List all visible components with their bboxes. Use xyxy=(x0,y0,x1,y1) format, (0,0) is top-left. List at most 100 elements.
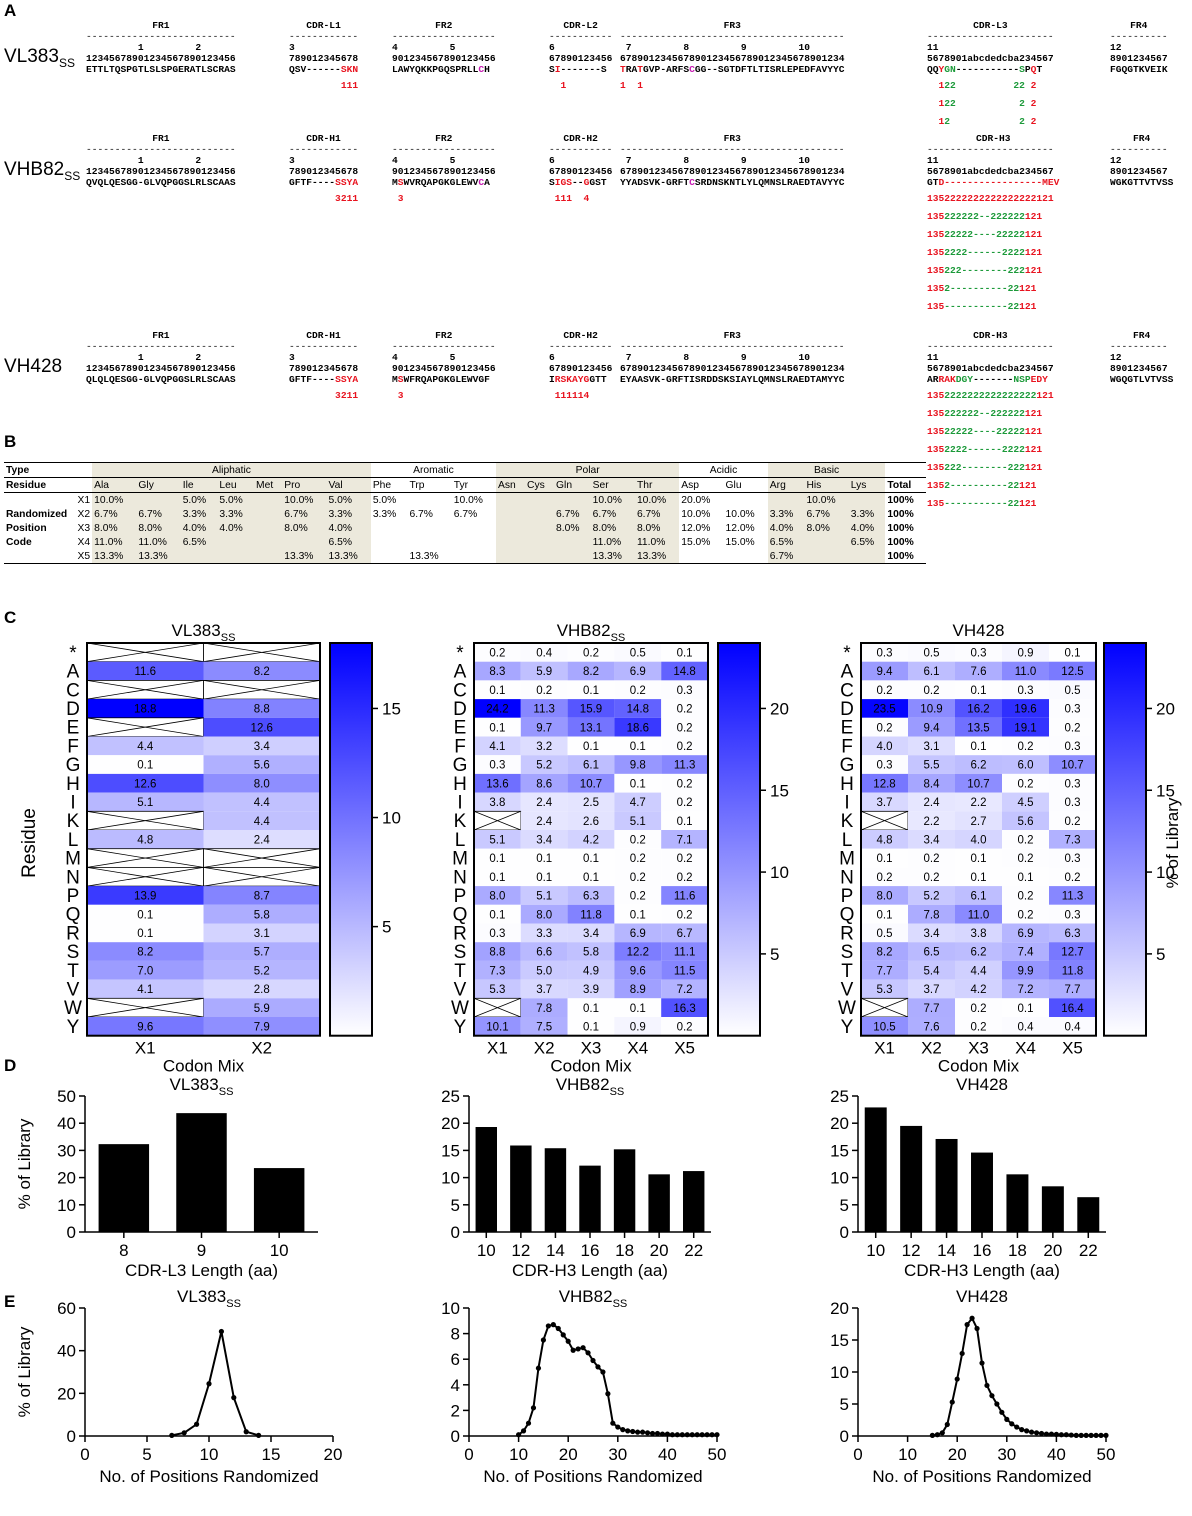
heatmap-cell-value: 0.1 xyxy=(1018,1003,1034,1015)
heatmap-cell-value: 5.3 xyxy=(489,984,505,996)
heatmap-cell-value: 3.8 xyxy=(971,928,987,940)
heatmap-cross xyxy=(203,867,321,887)
residue-label-r: R xyxy=(66,923,80,944)
colorbar-tick-label: 15 xyxy=(382,699,401,718)
heatmap-cell-value: 18.6 xyxy=(627,722,649,734)
region-label: FR1 xyxy=(152,133,170,144)
x-tick-label: 22 xyxy=(684,1241,703,1260)
heatmap-cell-value: 7.8 xyxy=(924,909,940,921)
heatmap-cell-value: 0.2 xyxy=(677,704,693,716)
heatmap-cell-value: 2.4 xyxy=(536,816,553,828)
colorbar xyxy=(329,642,373,1037)
heatmap-cell xyxy=(955,643,1002,662)
codon-mix-label: X2 xyxy=(251,1039,272,1058)
residue-label-y: Y xyxy=(841,1017,854,1038)
heatmap-cell-value: 12.2 xyxy=(627,947,649,959)
data-point xyxy=(1019,1427,1025,1433)
heatmap-cell-value: 8.2 xyxy=(137,947,153,959)
colorbar xyxy=(717,642,761,1037)
heatmap-cell-value: 8.8 xyxy=(489,947,505,959)
heatmap-cell-value: 8.0 xyxy=(254,778,270,790)
x-tick-label: 30 xyxy=(997,1445,1016,1464)
heatmap-empty-cell xyxy=(86,848,204,868)
codon-mix-table: Type Aliphatic Aromatic Polar Acidic Basic Res… xyxy=(4,462,926,564)
residue-label-l: L xyxy=(455,830,466,851)
heatmap-cell-value: 8.0 xyxy=(536,909,552,921)
heatmap-cell xyxy=(1049,755,1096,774)
data-point xyxy=(1029,1429,1035,1435)
heatmap-cell xyxy=(567,736,615,756)
data-point xyxy=(684,1432,690,1438)
data-point xyxy=(1078,1432,1084,1438)
heatmap-cell-value: 5.3 xyxy=(877,984,893,996)
heatmap-cell-value: 0.3 xyxy=(1065,909,1081,921)
data-point xyxy=(640,1429,646,1435)
heatmap-cell xyxy=(87,699,204,718)
residue-label-l: L xyxy=(68,830,79,851)
heatmap-cell xyxy=(861,923,908,943)
sequence-residues: QVQLQESGG-GLVQPGGSLRLSCAAS xyxy=(86,177,236,188)
heatmap-cell xyxy=(474,643,521,662)
heatmap-cell xyxy=(955,904,1002,924)
heatmap-cell xyxy=(1002,998,1049,1017)
heatmap-cell xyxy=(520,904,568,924)
heatmap-cell xyxy=(567,998,615,1017)
heatmap-cell xyxy=(661,904,708,924)
heatmap-cell-value: 6.1 xyxy=(924,666,940,678)
heatmap-cell-value: 0.2 xyxy=(630,834,646,846)
data-point xyxy=(625,1428,631,1434)
residue-label-k: K xyxy=(841,811,854,832)
heatmap-cell-value: 0.2 xyxy=(677,909,693,921)
colorbar-tick-label: 5 xyxy=(770,945,779,964)
heatmap-cell-value: 9.9 xyxy=(1018,965,1034,977)
heatmap-cell xyxy=(474,923,521,943)
heatmap-cell xyxy=(1049,942,1096,961)
heatmap-cell xyxy=(203,699,320,718)
heatmap-cell xyxy=(203,960,320,980)
data-point xyxy=(944,1421,950,1428)
heatmap-cell-value: 8.0 xyxy=(877,891,893,903)
data-point xyxy=(659,1431,666,1437)
heatmap-cell-value: 0.3 xyxy=(1018,685,1034,697)
heatmap-cell xyxy=(87,886,204,905)
heatmap-cell-value: 0.3 xyxy=(1065,797,1081,809)
data-point xyxy=(550,1322,556,1328)
data-point xyxy=(989,1393,995,1399)
heatmap-cell-value: 5.1 xyxy=(137,797,153,809)
y-tick-label: 0 xyxy=(67,1427,76,1446)
heatmap-cell-value: 3.4 xyxy=(254,741,271,753)
heatmap-cell xyxy=(1002,830,1049,849)
y-tick-label: 10 xyxy=(441,1299,460,1318)
heatmap-cell-value: 8.2 xyxy=(877,947,893,959)
sequence-residues: ARRAKDGY-------NSPEDY xyxy=(927,374,1048,385)
residue-label-q: Q xyxy=(840,905,855,926)
heatmap-cell-value: 7.2 xyxy=(677,984,693,996)
heatmap-cell-value: 7.7 xyxy=(877,965,893,977)
heatmap-cell-value: 5.9 xyxy=(254,1003,270,1015)
heatmap-cell-value: 15.9 xyxy=(580,704,602,716)
residue-label-h: H xyxy=(840,774,854,795)
heatmap-cell-value: 0.1 xyxy=(630,1003,646,1015)
heatmap-cell xyxy=(567,867,615,887)
heatmap-cell xyxy=(1002,904,1049,924)
heatmap-cell xyxy=(87,923,204,943)
heatmap-cross xyxy=(473,810,521,831)
heatmap-cell xyxy=(908,923,955,943)
x-tick-label: 20 xyxy=(948,1445,967,1464)
heatmap-cell xyxy=(474,661,521,681)
heatmap-cell-value: 5.5 xyxy=(924,760,940,772)
region-fr3: FR3 -------------------------------------… xyxy=(620,20,845,91)
heatmap-cell xyxy=(614,755,662,774)
codon-mix-label: X3 xyxy=(968,1039,989,1058)
heatmap-cell-value: 0.2 xyxy=(677,1021,693,1033)
heatmap-cell-value: 0.2 xyxy=(630,853,646,865)
heatmap-cell xyxy=(520,661,568,681)
heatmap-cell-value: 0.2 xyxy=(877,872,893,884)
chart-title: VH428 xyxy=(956,1075,1008,1094)
heatmap-cell xyxy=(1002,755,1049,774)
heatmap-cell-value: 0.2 xyxy=(536,685,552,697)
heatmap-cell xyxy=(614,792,662,812)
colorbar-tick-label: 10 xyxy=(770,863,789,882)
heatmap-title: VL383SS xyxy=(172,621,236,644)
table-row: X1 10.0% 5.0% 5.0% 10.0% 5.0% 5.0% 10.0% 10.0% 10… xyxy=(77,492,914,507)
